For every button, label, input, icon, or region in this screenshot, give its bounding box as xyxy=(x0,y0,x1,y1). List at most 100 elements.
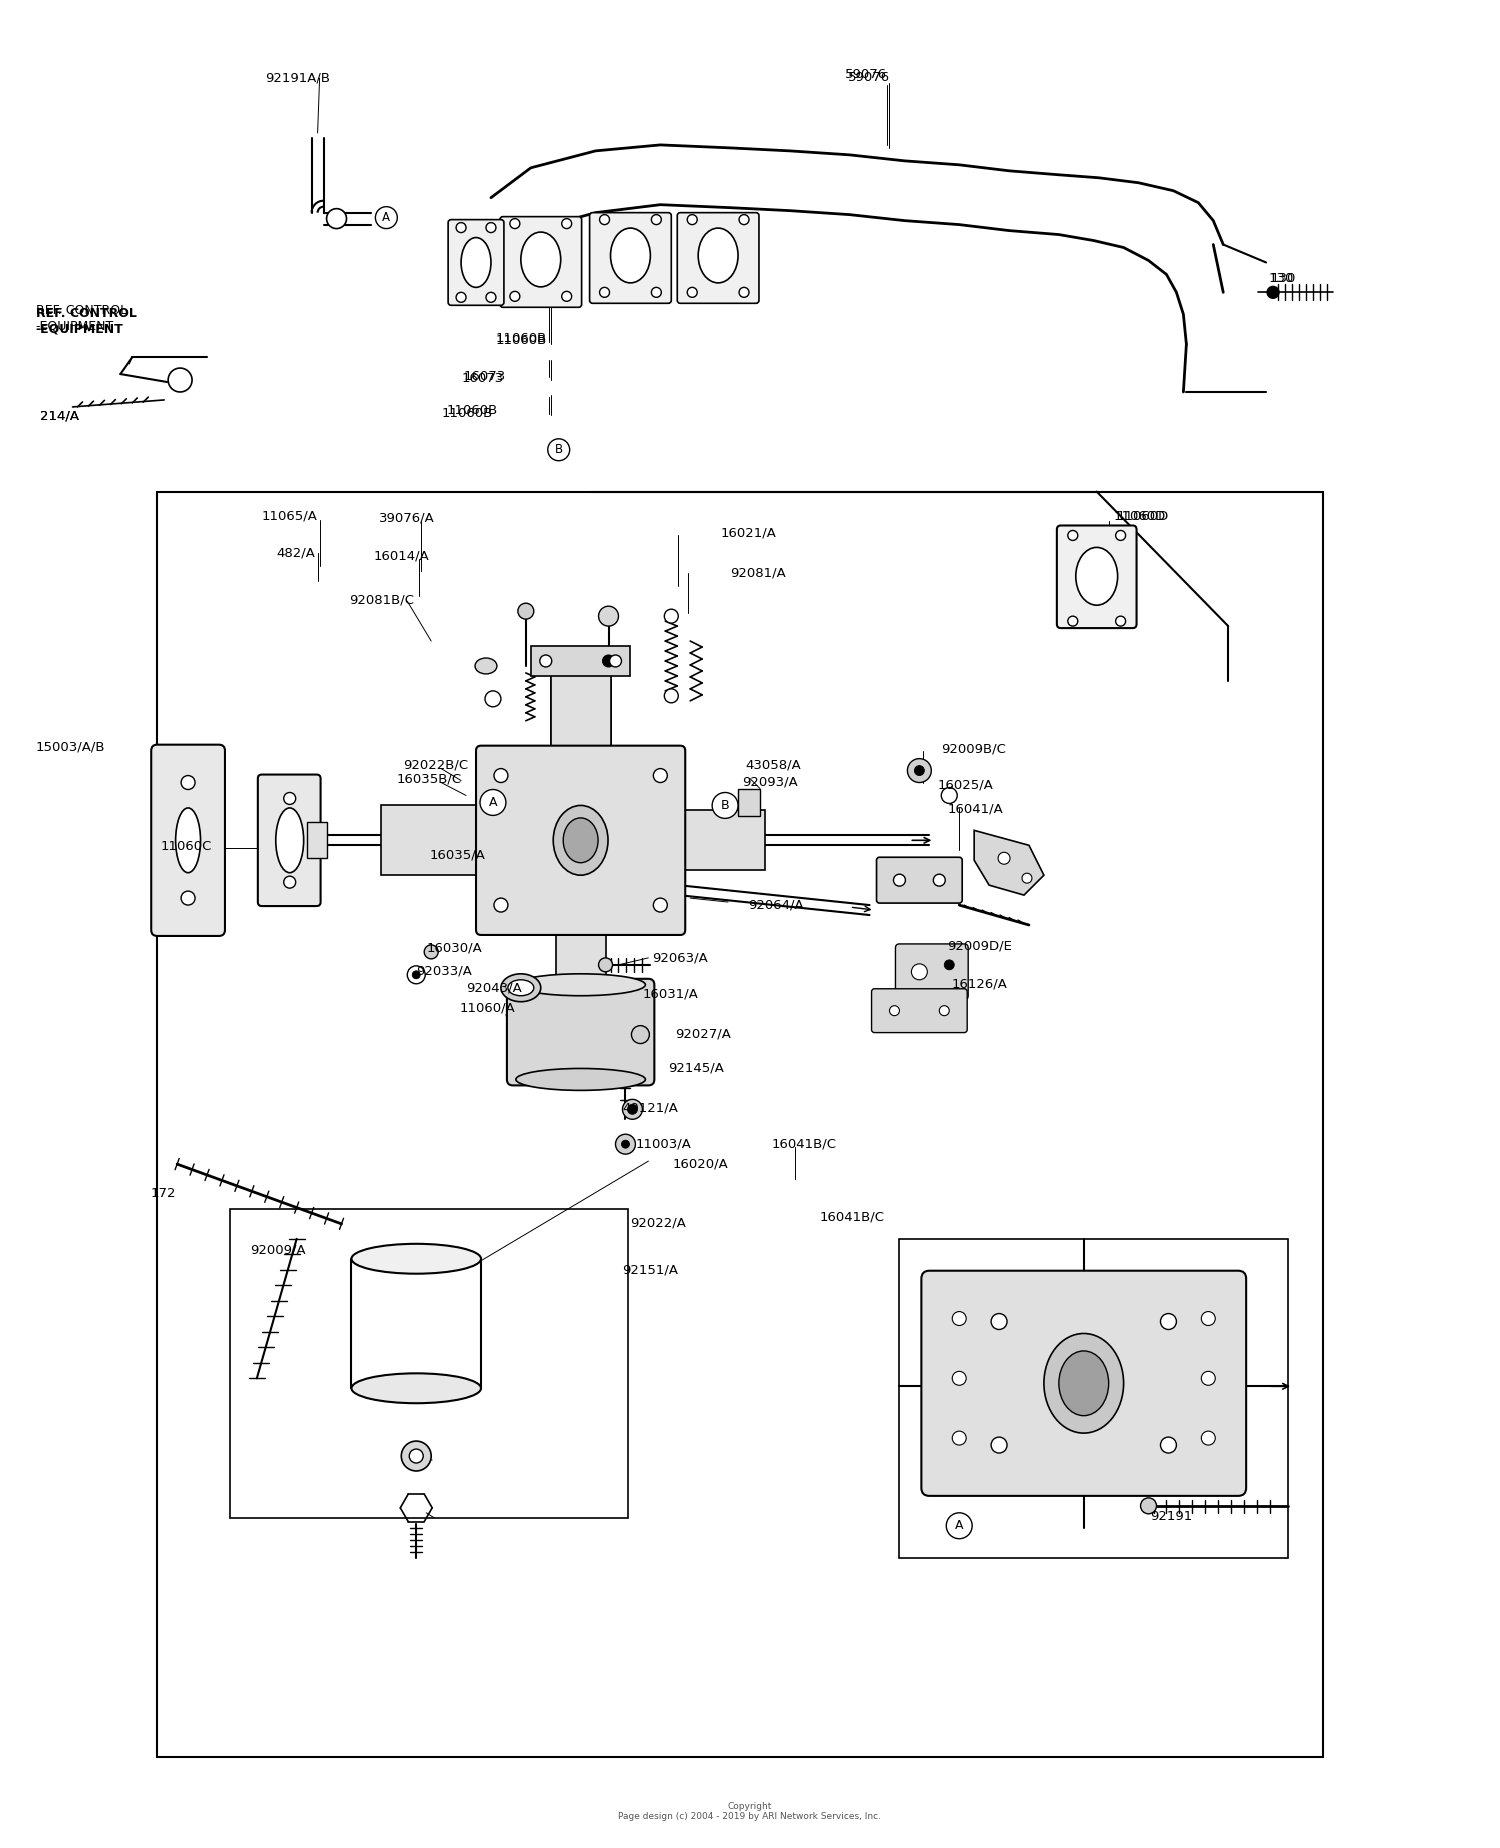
Circle shape xyxy=(1022,874,1032,883)
Text: 92009B/C: 92009B/C xyxy=(942,743,1006,756)
FancyBboxPatch shape xyxy=(876,857,962,904)
Circle shape xyxy=(598,957,612,972)
Circle shape xyxy=(402,1441,430,1471)
Circle shape xyxy=(664,610,678,623)
Circle shape xyxy=(598,606,618,626)
Circle shape xyxy=(687,214,698,225)
Text: 92022/A: 92022/A xyxy=(630,1218,687,1231)
Text: 16025/A: 16025/A xyxy=(938,778,993,791)
FancyBboxPatch shape xyxy=(871,989,968,1033)
Circle shape xyxy=(603,654,615,667)
Circle shape xyxy=(992,1438,1006,1453)
Text: 16020/A: 16020/A xyxy=(672,1157,728,1170)
Text: 16041B/C: 16041B/C xyxy=(819,1210,885,1223)
Text: 92093/A: 92093/A xyxy=(742,776,798,789)
Circle shape xyxy=(1161,1314,1176,1329)
Bar xyxy=(306,822,327,857)
Text: 11060B: 11060B xyxy=(496,334,548,347)
FancyBboxPatch shape xyxy=(896,944,968,1000)
Circle shape xyxy=(548,438,570,460)
Circle shape xyxy=(651,288,662,298)
Text: 11060D: 11060D xyxy=(1113,510,1166,523)
Circle shape xyxy=(168,368,192,392)
Ellipse shape xyxy=(176,808,201,872)
Circle shape xyxy=(942,787,957,804)
Circle shape xyxy=(687,288,698,298)
Text: 92081/A: 92081/A xyxy=(730,565,786,578)
Ellipse shape xyxy=(276,808,303,872)
Circle shape xyxy=(664,689,678,702)
Circle shape xyxy=(740,214,748,225)
Text: 16030/A: 16030/A xyxy=(426,942,482,955)
FancyBboxPatch shape xyxy=(590,213,672,303)
Circle shape xyxy=(494,898,508,913)
Circle shape xyxy=(486,222,496,233)
Text: 92022B/C: 92022B/C xyxy=(404,760,468,772)
Text: 482/A: 482/A xyxy=(278,547,315,560)
Circle shape xyxy=(654,769,668,782)
Text: Copyright
Page design (c) 2004 - 2019 by ARI Network Services, Inc.: Copyright Page design (c) 2004 - 2019 by… xyxy=(618,1802,882,1820)
Text: 11060C: 11060C xyxy=(160,841,212,854)
Text: 92033/A: 92033/A xyxy=(416,965,472,978)
Circle shape xyxy=(284,876,296,889)
Text: 92081B/C: 92081B/C xyxy=(350,593,414,606)
Circle shape xyxy=(540,654,552,667)
Circle shape xyxy=(632,1026,650,1044)
Text: 16014/A: 16014/A xyxy=(374,549,429,562)
Circle shape xyxy=(1202,1312,1215,1325)
Circle shape xyxy=(284,793,296,804)
Text: 92043/A: 92043/A xyxy=(466,981,522,994)
Circle shape xyxy=(561,218,572,229)
Circle shape xyxy=(518,602,534,619)
Circle shape xyxy=(182,776,195,789)
Circle shape xyxy=(413,970,420,979)
Circle shape xyxy=(1202,1430,1215,1445)
Text: 16073: 16073 xyxy=(460,371,504,384)
Ellipse shape xyxy=(501,974,542,1002)
Text: B: B xyxy=(555,444,562,456)
Text: 16073: 16073 xyxy=(464,370,506,383)
Text: 214/A: 214/A xyxy=(39,410,78,423)
Circle shape xyxy=(622,1100,642,1120)
Text: 43058/A: 43058/A xyxy=(746,760,801,772)
Text: 59076: 59076 xyxy=(844,68,886,81)
Circle shape xyxy=(600,288,609,298)
Ellipse shape xyxy=(351,1373,482,1403)
Text: 16126/A: 16126/A xyxy=(951,978,1006,991)
Circle shape xyxy=(945,959,954,970)
Text: 16035B/C: 16035B/C xyxy=(396,772,462,785)
FancyBboxPatch shape xyxy=(152,745,225,935)
Bar xyxy=(550,671,610,750)
Text: 92027/A: 92027/A xyxy=(675,1027,730,1040)
Text: 16031/A: 16031/A xyxy=(642,989,699,1002)
Circle shape xyxy=(480,789,506,815)
Circle shape xyxy=(486,292,496,303)
Circle shape xyxy=(375,207,398,229)
FancyBboxPatch shape xyxy=(678,213,759,303)
Circle shape xyxy=(609,654,621,667)
Text: 11060D: 11060D xyxy=(1116,510,1168,523)
Bar xyxy=(230,1209,628,1517)
Text: 59076: 59076 xyxy=(847,72,889,85)
Text: 15003/A/B: 15003/A/B xyxy=(36,741,105,754)
Text: B: B xyxy=(722,798,729,811)
Circle shape xyxy=(933,874,945,887)
Circle shape xyxy=(621,1140,630,1148)
Circle shape xyxy=(627,1105,638,1114)
Ellipse shape xyxy=(554,806,608,876)
Circle shape xyxy=(998,852,1010,865)
Text: 16021/A: 16021/A xyxy=(720,527,776,540)
Bar xyxy=(675,811,765,870)
Circle shape xyxy=(1068,615,1078,626)
Circle shape xyxy=(1068,530,1078,540)
Text: 49121/A: 49121/A xyxy=(622,1101,678,1114)
Ellipse shape xyxy=(516,1068,645,1090)
Text: 92009/A: 92009/A xyxy=(251,1244,306,1257)
FancyBboxPatch shape xyxy=(448,220,504,305)
Circle shape xyxy=(992,1314,1006,1329)
FancyBboxPatch shape xyxy=(476,745,686,935)
Circle shape xyxy=(740,288,748,298)
Ellipse shape xyxy=(562,819,598,863)
Circle shape xyxy=(1116,615,1125,626)
Circle shape xyxy=(908,760,932,782)
